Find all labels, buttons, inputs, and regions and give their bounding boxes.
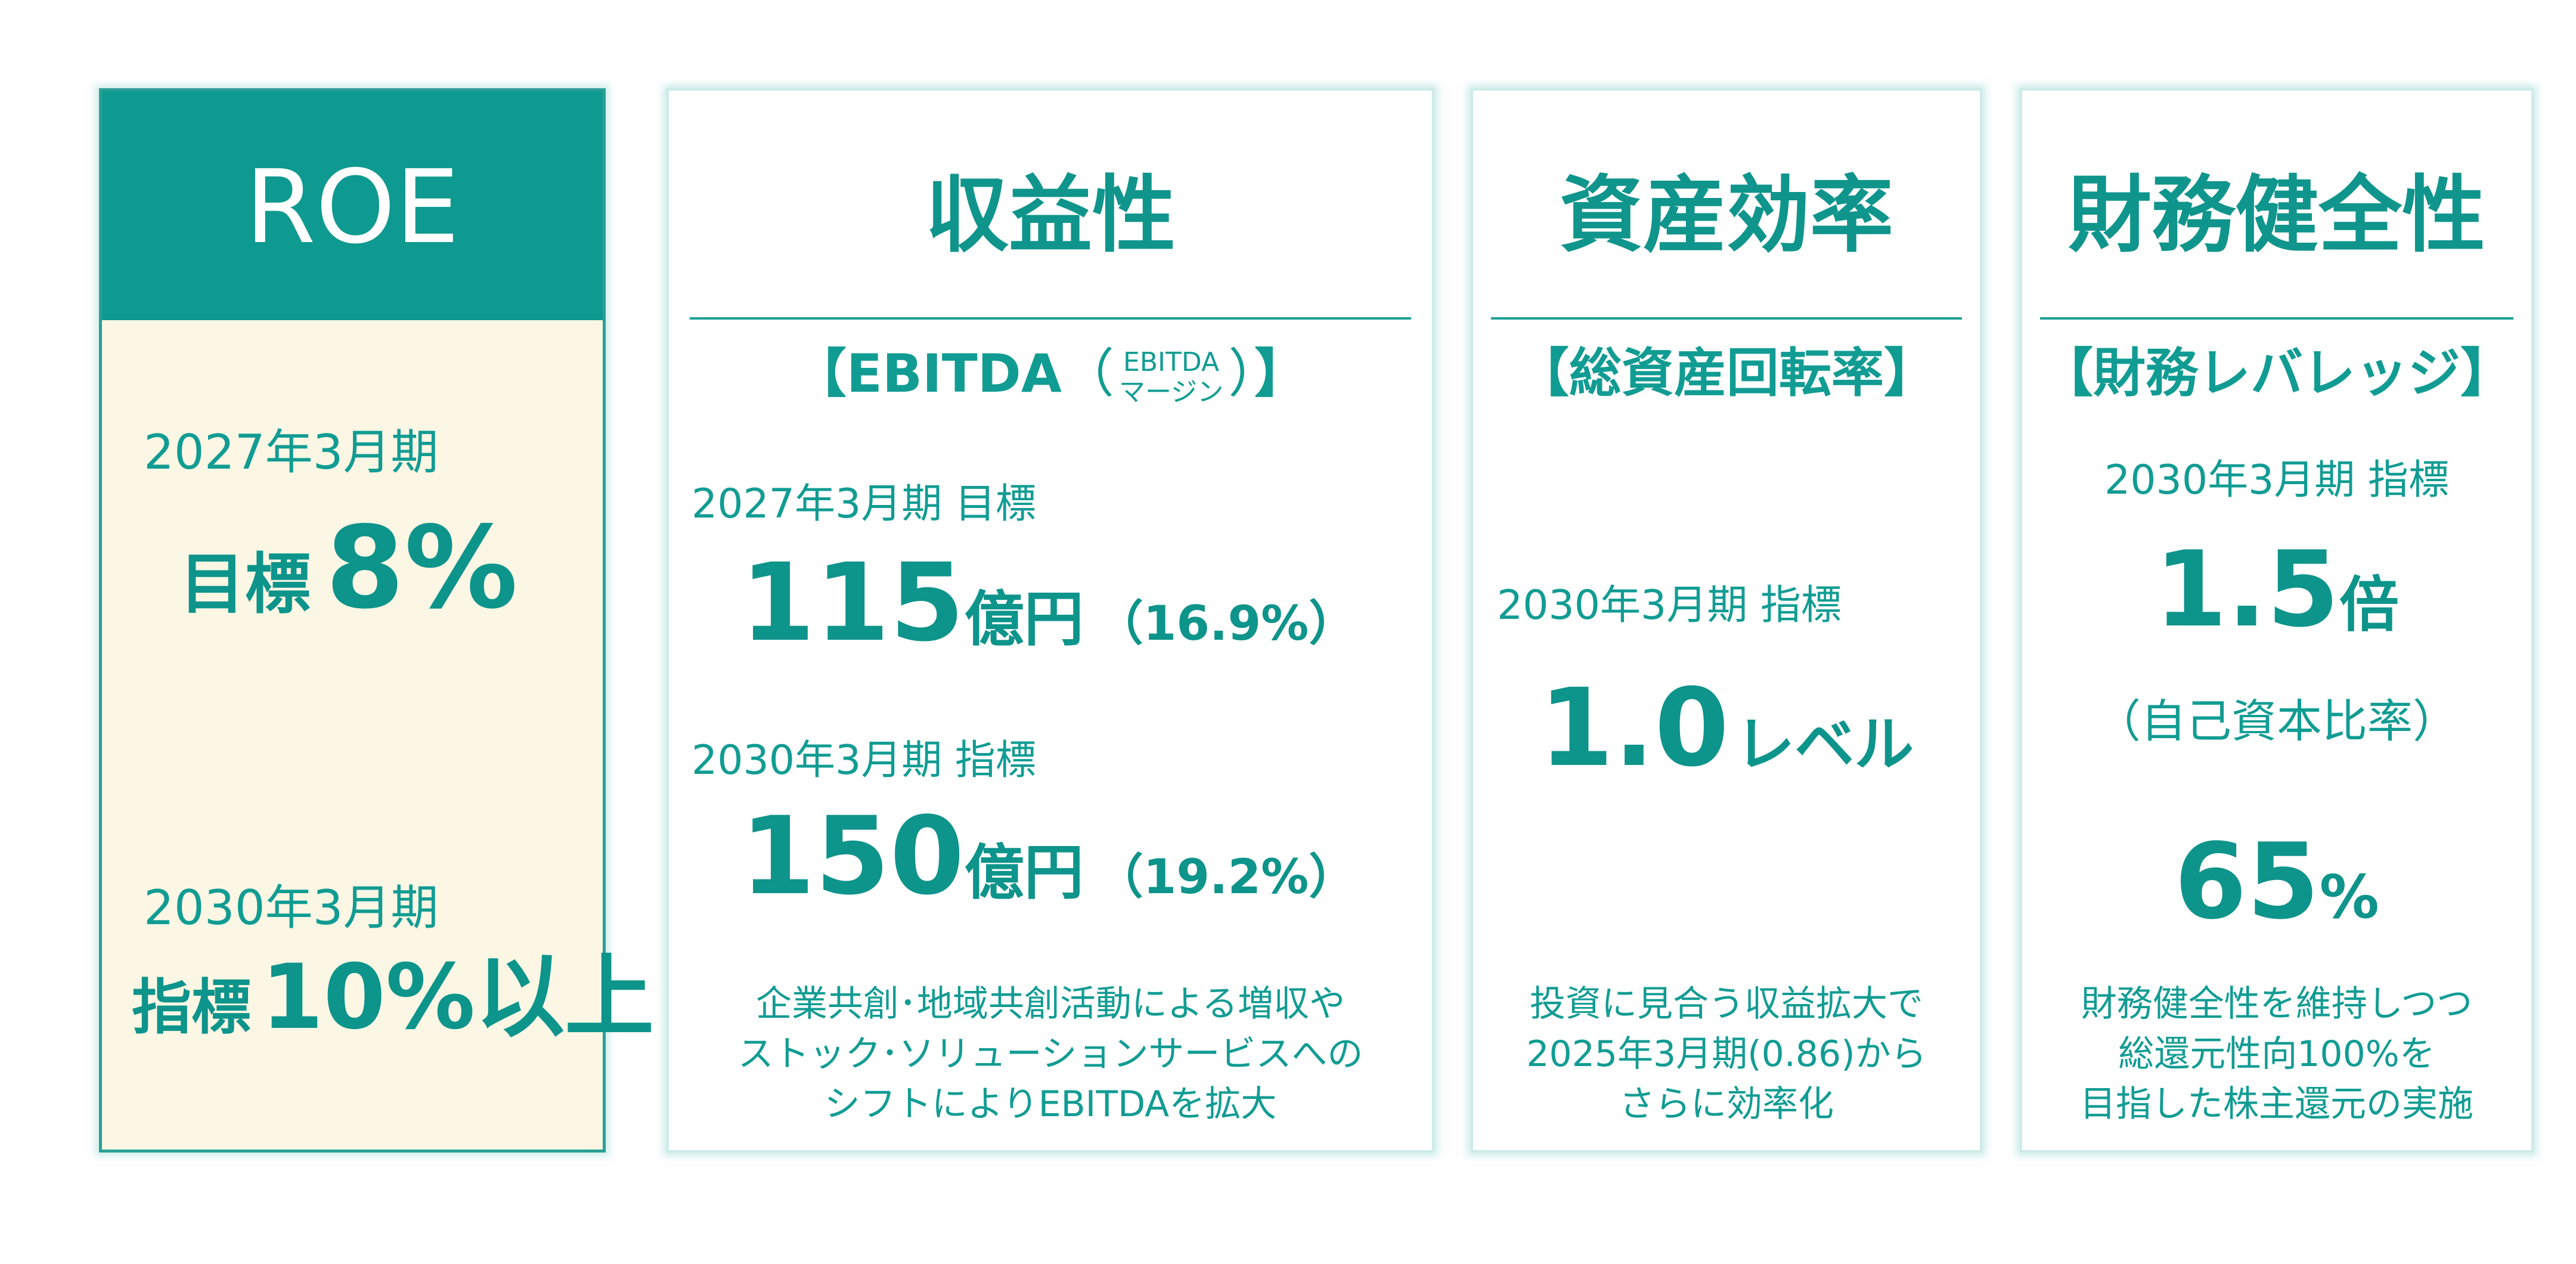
finance-desc-line-1: 財務健全性を維持しつつ [2081, 983, 2473, 1025]
financial-soundness-divider [2040, 317, 2513, 320]
profitability-description: 企業共創･地域共創活動による増収や ストック･ソリューションサービスへの シフト… [669, 979, 1432, 1129]
profit-indicator-unit: 億円 [964, 838, 1084, 907]
roe-indicator-period: 2030年3月期 [144, 880, 439, 935]
roe-target-period: 2027年3月期 [144, 425, 439, 480]
equity-ratio-label: （自己資本比率） [2095, 695, 2458, 748]
asset-indicator-value: 1.0 [1539, 666, 1729, 791]
finance-indicator-row: 1.5倍 [2022, 538, 2531, 642]
finance-desc-line-2: 総還元性向100%を [2118, 1033, 2435, 1075]
profitability-card: 収益性 【EBITDA（ EBITDA マージン）】 2027年3月期 目標 115… [667, 88, 1434, 1153]
roe-header: ROE [102, 91, 603, 320]
metric-note-bottom: マージン [1118, 377, 1224, 408]
financial-soundness-card: 財務健全性 【財務レバレッジ】 2030年3月期 指標 1.5倍 （自己資本比率… [2020, 88, 2534, 1153]
profitability-divider [690, 317, 1411, 320]
asset-efficiency-divider [1491, 317, 1962, 320]
metric-paren-open: （ [1061, 343, 1114, 404]
roe-target-row: 目標 8% [179, 512, 518, 625]
asset-desc-line-3: さらに効率化 [1619, 1083, 1834, 1125]
equity-ratio-row: 65% [2022, 830, 2531, 934]
equity-ratio-value: 65 [2174, 822, 2320, 943]
profit-target-period: 2027年3月期 目標 [692, 481, 1036, 528]
asset-indicator-unit: レベル [1735, 710, 1914, 779]
profitability-heading: 収益性 [925, 167, 1176, 264]
asset-indicator-row: 1.0 レベル [1473, 675, 1980, 782]
metric-note-top: EBITDA [1123, 347, 1220, 378]
profit-desc-line-1: 企業共創･地域共創活動による増収や [755, 983, 1346, 1025]
profitability-metric: 【EBITDA（ EBITDA マージン）】 [669, 341, 1432, 407]
profit-indicator-period: 2030年3月期 指標 [692, 737, 1036, 784]
roe-target-prefix: 目標 [179, 546, 311, 622]
profit-indicator-margin: （19.2%） [1095, 849, 1357, 904]
profit-target-value: 115 [740, 541, 965, 665]
finance-indicator-period: 2030年3月期 指標 [2104, 457, 2449, 504]
finance-indicator-unit: 倍 [2339, 570, 2399, 640]
finance-indicator-value: 1.5 [2154, 529, 2339, 650]
roe-card: ROE 2027年3月期 目標 8% 2030年3月期 指標 10%以上 [99, 88, 654, 1153]
profit-indicator-value: 150 [740, 794, 965, 919]
profit-desc-line-3: シフトによりEBITDAを拡大 [824, 1083, 1277, 1125]
roe-indicator-prefix: 指標 [132, 972, 251, 1042]
profit-target-unit: 億円 [964, 584, 1084, 654]
metric-bracket-open: 【EBITDA [793, 343, 1062, 404]
asset-desc-line-1: 投資に見合う収益拡大で [1530, 983, 1923, 1025]
asset-efficiency-card: 資産効率 【総資産回転率】 2030年3月期 指標 1.0 レベル 投資に見合う収… [1471, 88, 1982, 1153]
roe-title: ROE [245, 148, 460, 267]
financial-soundness-heading: 財務健全性 [2067, 167, 2485, 264]
roe-indicator-value: 10%以上 [261, 946, 655, 1049]
asset-desc-line-2: 2025年3月期(0.86)から [1526, 1033, 1927, 1075]
financial-soundness-metric: 【財務レバレッジ】 [2040, 342, 2513, 404]
metric-paren-close: ） [1228, 343, 1255, 404]
profit-desc-line-2: ストック･ソリューションサービスへの [737, 1033, 1363, 1075]
profit-indicator-row: 150億円 （19.2%） [740, 803, 1356, 910]
asset-efficiency-description: 投資に見合う収益拡大で 2025年3月期(0.86)から さらに効率化 [1473, 979, 1980, 1129]
metric-bracket-close: 】 [1254, 343, 1307, 404]
metric-note: EBITDA マージン [1119, 348, 1223, 407]
asset-indicator-period: 2030年3月期 指標 [1497, 582, 1842, 629]
asset-efficiency-metric: 【総資産回転率】 [1516, 342, 1936, 404]
roe-target-value: 8% [326, 502, 518, 634]
asset-efficiency-heading: 資産効率 [1559, 167, 1893, 264]
profit-target-margin: （16.9%） [1095, 596, 1357, 651]
profit-target-row: 115億円 （16.9%） [740, 550, 1356, 657]
roe-indicator-row: 指標 10%以上 [132, 953, 654, 1042]
finance-desc-line-3: 目指した株主還元の実施 [2080, 1083, 2473, 1125]
financial-soundness-description: 財務健全性を維持しつつ 総還元性向100%を 目指した株主還元の実施 [2022, 979, 2531, 1129]
equity-ratio-unit: % [2319, 862, 2379, 932]
